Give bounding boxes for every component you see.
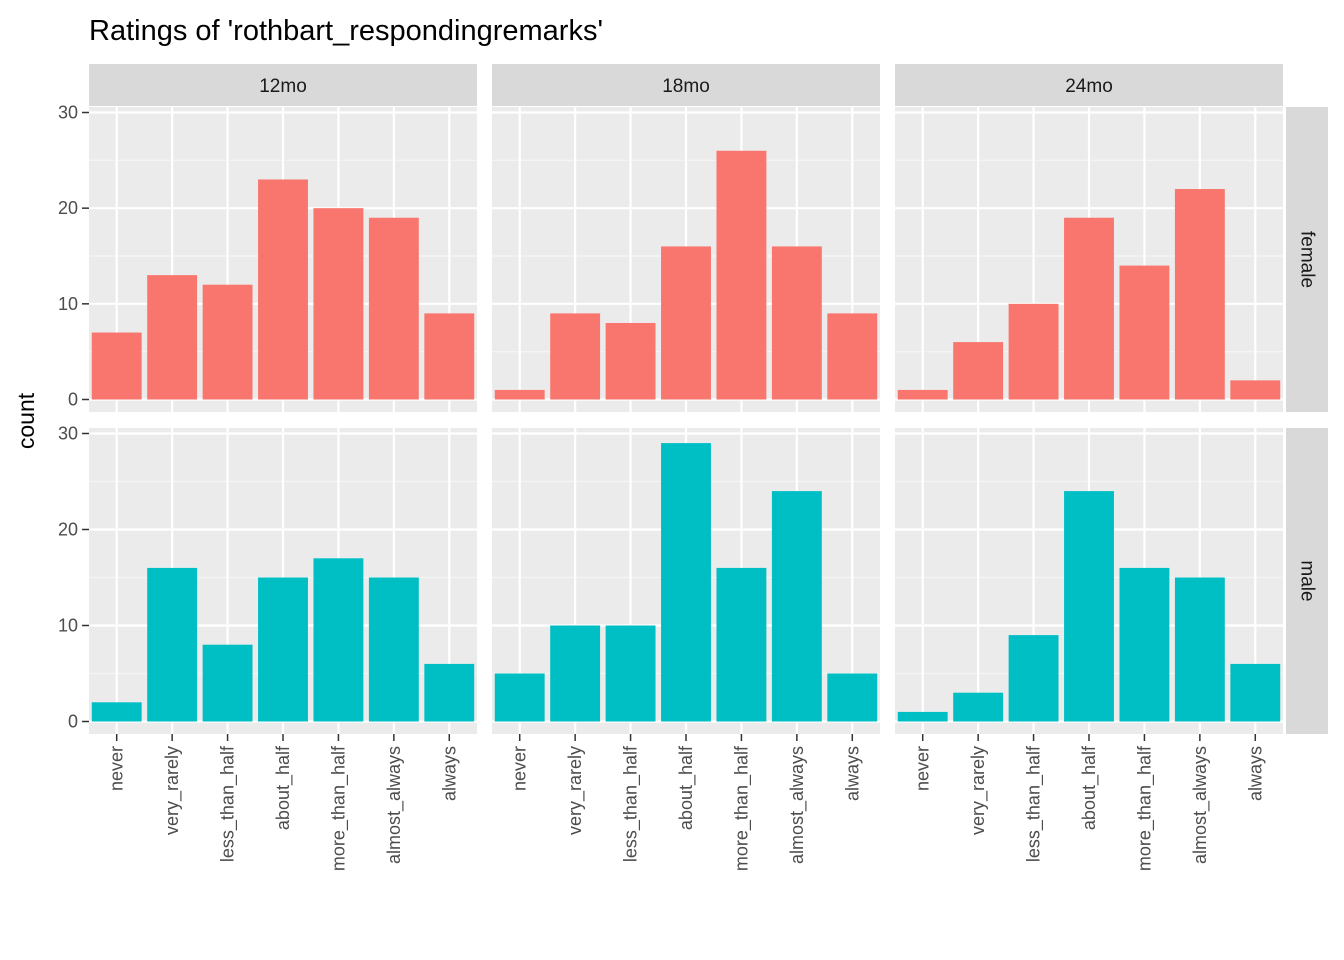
bar-more_than_half [1119,567,1170,722]
row-strip-male: male [1286,428,1328,734]
x-tick-label-more_than_half: more_than_half [328,745,349,871]
row-strip-label: female [1297,231,1318,288]
bar-about_half [258,179,308,400]
x-tick-label-less_than_half: less_than_half [1024,745,1045,862]
bar-very_rarely [953,692,1004,722]
bar-about_half [661,246,711,400]
bar-less_than_half [202,644,253,722]
bar-less_than_half [202,284,253,400]
panel-12mo-male [89,428,477,734]
bar-never [494,673,545,722]
row-strip-bg [1286,107,1328,412]
column-strip-bg [89,64,477,106]
y-tick-label: 0 [68,390,78,410]
x-tick-label-very_rarely: very_rarely [162,746,183,835]
bar-less_than_half [605,625,656,722]
chart-title: Ratings of 'rothbart_respondingremarks' [89,15,603,47]
panel-12mo-female [89,107,477,412]
column-strip-12mo: 12mo [89,64,477,106]
bar-very_rarely [953,342,1004,400]
bar-never [494,389,545,400]
bar-never [91,332,142,400]
bar-always [424,313,475,400]
bar-almost_always [368,577,419,722]
column-strip-18mo: 18mo [492,64,880,106]
column-strip-label: 12mo [259,76,307,97]
column-strip-bg [492,64,880,106]
x-tick-label-very_rarely: very_rarely [565,746,586,835]
x-tick-label-always: always [842,746,862,801]
panel-18mo-male [492,428,880,734]
x-tick-label-always: always [1245,746,1265,801]
column-strip-label: 18mo [662,76,710,97]
row-strip-label: male [1297,560,1318,601]
bar-about_half [1064,217,1114,400]
panel-24mo-male [895,428,1283,734]
bar-very_rarely [550,625,601,722]
bar-more_than_half [313,208,364,400]
bar-always [827,313,878,400]
column-strip-24mo: 24mo [895,64,1283,106]
x-tick-label-very_rarely: very_rarely [968,746,989,835]
y-tick-label: 10 [58,294,78,314]
row-strip-bg [1286,428,1328,734]
x-tick-label-almost_always: almost_always [787,746,808,864]
bar-less_than_half [1008,303,1059,400]
bar-less_than_half [1008,635,1059,722]
bar-more_than_half [313,558,364,722]
y-tick-label: 30 [58,424,78,444]
y-axis-title: count [13,392,39,449]
x-tick-label-almost_always: almost_always [1190,746,1211,864]
panels: 12mo 18mo 24mo female male 0 10 20 30 0 10 20 30 neve… [58,64,1328,871]
y-tick-label: 30 [58,103,78,123]
y-tick-label: 20 [58,198,78,218]
bar-almost_always [771,246,822,400]
x-tick-label-never: never [913,746,933,791]
x-tick-label-more_than_half: more_than_half [731,745,752,871]
panel-24mo-female [895,107,1283,412]
bar-almost_always [1174,577,1225,722]
x-tick-label-never: never [510,746,530,791]
bar-never [897,389,948,400]
y-tick-label: 0 [68,712,78,732]
x-tick-label-never: never [107,746,127,791]
bar-about_half [1064,491,1114,722]
column-strip-bg [895,64,1283,106]
bar-more_than_half [716,150,767,400]
x-tick-label-less_than_half: less_than_half [218,745,239,862]
x-tick-label-about_half: about_half [1079,745,1100,830]
bar-always [1230,663,1281,722]
bar-never [897,711,948,722]
x-tick-label-less_than_half: less_than_half [621,745,642,862]
y-tick-label: 20 [58,520,78,540]
bar-always [424,663,475,722]
column-strip-label: 24mo [1065,76,1113,97]
x-tick-label-almost_always: almost_always [384,746,405,864]
bar-very_rarely [147,567,198,722]
bar-very_rarely [147,275,198,400]
bar-very_rarely [550,313,601,400]
panel-18mo-female [492,107,880,412]
bar-more_than_half [716,567,767,722]
bar-almost_always [368,217,419,400]
row-strip-female: female [1286,107,1328,412]
x-tick-label-always: always [439,746,459,801]
bar-always [1230,380,1281,400]
x-tick-label-more_than_half: more_than_half [1134,745,1155,871]
bar-almost_always [1174,189,1225,400]
bar-never [91,702,142,722]
bar-almost_always [771,491,822,722]
x-tick-label-about_half: about_half [273,745,294,830]
y-tick-label: 10 [58,616,78,636]
bar-about_half [258,577,308,722]
x-tick-label-about_half: about_half [676,745,697,830]
bar-always [827,673,878,722]
bar-more_than_half [1119,265,1170,400]
bar-about_half [661,443,711,722]
bar-less_than_half [605,322,656,400]
